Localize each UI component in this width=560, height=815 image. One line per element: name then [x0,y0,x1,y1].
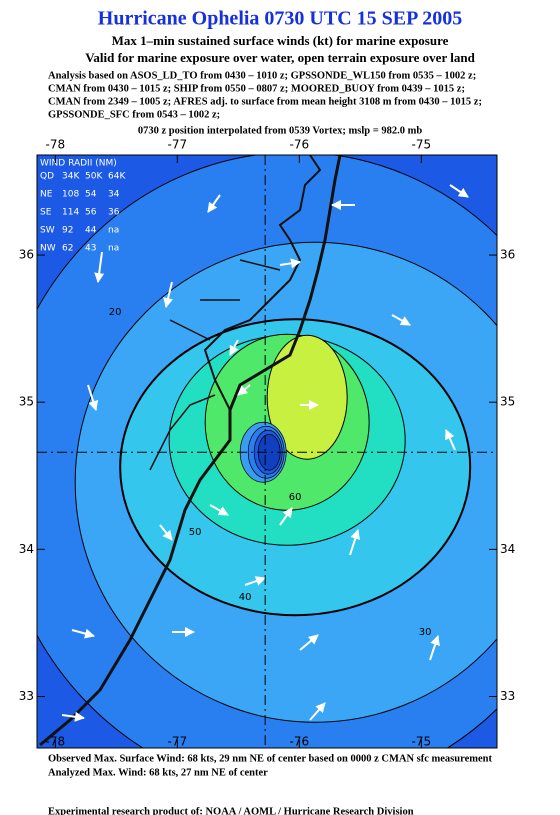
wind-radii-cell: NW [40,244,56,254]
wind-radii-cell: 56 [85,208,97,218]
wind-radii-cell: SW [40,226,55,236]
contour-label: 40 [239,592,252,603]
y-tick-label: 34 [19,542,34,556]
analysis-line: GPSSONDE_SFC from 0543 – 1002 z; [48,109,220,120]
subtitle: Valid for marine exposure over water, op… [85,50,475,65]
wind-radii-cell: 34 [108,190,120,200]
wind-radii-cell: 108 [62,190,79,200]
y-tick-label: 33 [19,689,34,703]
analysis-line: CMAN from 0430 – 1015 z; SHIP from 0550 … [48,83,465,94]
wind-radii-table: QD 34K 50K 64K NE 108 54 34 SE 114 56 36 SW 92 44 na NW 6… [40,172,126,254]
subtitle: Max 1–min sustained surface winds (kt) f… [112,33,449,48]
y-tick-label: 34 [500,542,515,556]
wind-radii-cell: SE [40,208,52,218]
wind-radii-cell: 44 [85,226,97,236]
footer-line: Experimental research product of: NOAA /… [48,806,414,815]
x-tick-label: -76 [290,138,310,152]
wind-radii-cell: 114 [62,208,79,218]
wind-radii-header: 50K [85,172,103,182]
wind-radii-cell: NE [40,190,53,200]
x-tick-label: -77 [168,138,188,152]
contour-band [266,334,348,460]
wind-radii-cell: 92 [62,226,73,236]
wind-radii-cell: 36 [108,208,120,218]
title: Hurricane Ophelia 0730 UTC 15 SEP 2005 [98,8,462,30]
wind-radii-cell: 62 [62,244,73,254]
y-tick-label: 36 [19,248,34,262]
y-tick-label: 33 [500,689,515,703]
wind-radii-header: 34K [62,172,80,182]
wind-radii-cell: 43 [85,244,96,254]
wind-radii-cell: na [108,244,119,254]
analysis-line: CMAN from 2349 – 1005 z; AFRES adj. to s… [48,96,482,107]
contour-label: 30 [419,627,432,638]
wind-radii-cell: 54 [85,190,97,200]
contour-label: 50 [189,527,202,538]
analysis-line: Analysis based on ASOS_LD_TO from 0430 –… [48,70,476,81]
footer-line: Analyzed Max. Wind: 68 kts, 27 nm NE of … [48,767,268,778]
wind-radii-header: QD [40,172,54,182]
y-tick-label: 35 [19,395,34,409]
map: 20 30 40 50 60 [37,155,497,748]
coastline [203,155,322,411]
overlay [39,155,469,747]
wind-radii-header: 64K [108,172,126,182]
position-note: 0730 z position interpolated from 0539 V… [138,125,422,136]
footer-line: Observed Max. Surface Wind: 68 kts, 29 n… [48,753,492,764]
x-tick-label: -75 [412,138,432,152]
x-tick-label: -78 [45,138,65,152]
wind-radii-cell: na [108,226,119,236]
y-tick-label: 35 [500,395,515,409]
contour-label: 60 [289,492,302,503]
map-frame [36,154,498,749]
y-tick-label: 36 [500,248,515,262]
contour-label: 20 [109,307,122,318]
wind-radii-title: WIND RADII (NM) [40,159,117,169]
wind-arrows [61,184,469,722]
river [149,259,281,471]
